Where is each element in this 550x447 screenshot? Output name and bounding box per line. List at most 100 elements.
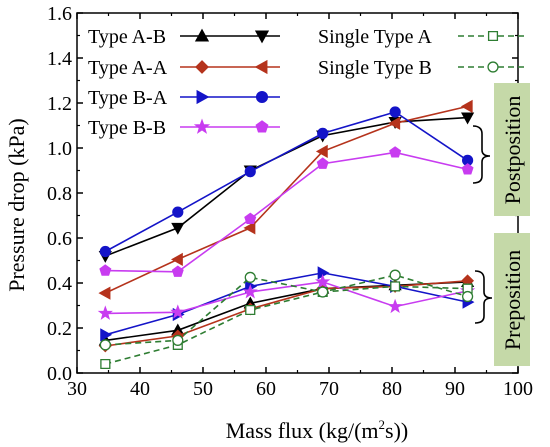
data-point-pentagon	[171, 265, 184, 277]
data-point-circle-open	[317, 286, 329, 298]
legend-marker	[487, 61, 499, 73]
y-tick-label: 1.4	[47, 48, 72, 70]
legend-label: Type B-A	[88, 87, 168, 109]
data-point-triangle-left	[460, 99, 473, 114]
legend-marker	[254, 30, 270, 44]
series-postposition-type-b-b	[99, 146, 474, 277]
series-line	[105, 274, 468, 346]
x-axis-title-tail: s))	[385, 418, 408, 443]
legend-marker	[193, 118, 211, 134]
y-tick-label: 0.4	[47, 273, 72, 295]
series-line	[105, 280, 468, 347]
data-point-triangle-right	[100, 328, 113, 342]
x-axis-title-sup: 2	[379, 417, 386, 432]
series-single-single-type-a	[100, 281, 473, 370]
legend-marker	[487, 30, 499, 42]
y-tick-label: 0.6	[47, 228, 72, 250]
series-line	[105, 151, 468, 273]
data-point-star	[97, 305, 113, 320]
series-preposition-type-b-a	[100, 266, 475, 342]
y-tick-label: 1.2	[47, 93, 72, 115]
legend-item: Type A-B	[88, 26, 280, 48]
legend-item: Single Type A	[318, 26, 528, 48]
data-point-square-open	[462, 283, 473, 294]
data-point-star	[387, 298, 403, 314]
legend-item: Type A-A	[88, 57, 280, 79]
data-point-pentagon	[244, 212, 257, 224]
x-tick-label: 90	[445, 378, 465, 400]
data-point-circle	[172, 206, 184, 218]
preposition-label-box	[494, 233, 530, 366]
data-point-star	[170, 304, 186, 319]
series-line	[105, 272, 468, 336]
data-point-star	[315, 273, 331, 289]
series-layer	[97, 99, 476, 370]
legend-marker	[254, 59, 268, 75]
legend-item: Single Type B	[318, 57, 528, 79]
legend-label: Type A-B	[88, 26, 166, 48]
data-point-circle	[389, 106, 401, 118]
data-point-pentagon	[316, 157, 329, 169]
data-point-star	[242, 283, 258, 299]
preposition-brace	[474, 270, 493, 324]
data-point-pentagon	[389, 146, 402, 158]
x-tick-label: 70	[319, 378, 339, 400]
data-point-pentagon	[99, 264, 112, 276]
data-point-triangle-down	[460, 112, 475, 125]
data-point-square-open	[390, 281, 401, 292]
data-point-triangle-left	[388, 116, 401, 130]
legend-marker	[195, 60, 209, 74]
x-tick-label: 30	[67, 378, 87, 400]
data-point-triangle-down	[171, 222, 185, 235]
data-point-circle	[317, 127, 329, 139]
data-point-pentagon	[461, 163, 474, 175]
annotations: Postposition Preposition	[472, 83, 530, 366]
y-tick-label: 1.6	[47, 3, 72, 25]
legend-label: Type B-B	[88, 117, 166, 139]
legend-marker	[255, 90, 269, 104]
data-point-circle-open	[99, 339, 111, 351]
series-line	[104, 111, 469, 253]
legend-marker	[196, 89, 210, 105]
data-point-circle-open	[389, 269, 401, 281]
legend-item: Type B-B	[88, 117, 280, 139]
legend: Type A-B Type A-A Type B-A Type B-B Single T…	[88, 26, 528, 139]
legend-label: Single Type B	[318, 57, 432, 79]
y-axis-title: Pressure drop (kPa)	[4, 118, 29, 292]
x-tick-label: 100	[503, 378, 533, 400]
x-tick-label: 40	[130, 378, 150, 400]
y-tick-label: 0.2	[47, 318, 72, 340]
data-point-triangle-left	[170, 252, 183, 267]
legend-label: Type A-A	[88, 57, 168, 79]
data-point-circle	[244, 166, 256, 178]
y-tick-label: 0.0	[47, 363, 72, 385]
legend-label: Single Type A	[318, 26, 432, 48]
x-axis-title: Mass flux (kg/(m2s))	[226, 417, 408, 443]
legend-item: Type B-A	[88, 87, 280, 109]
series-line	[105, 281, 468, 315]
postposition-label-box	[494, 83, 530, 216]
y-tick-label: 0.8	[47, 183, 72, 205]
data-point-circle	[99, 245, 111, 258]
postposition-brace	[472, 125, 491, 184]
data-point-square-open	[245, 304, 256, 316]
data-point-circle-open	[172, 334, 184, 346]
legend-marker	[255, 120, 269, 133]
x-axis-title-main: Mass flux (kg/(m	[226, 418, 379, 443]
axes: 30 40 50 60 70 80 90 100 0.0 0.2 0.4 0.6 0.8 1.0 1.2 1.…	[47, 3, 533, 400]
series-single-single-type-b	[99, 269, 474, 351]
y-tick-label: 1.0	[47, 138, 72, 160]
data-point-circle-open	[461, 290, 474, 303]
x-tick-label: 50	[193, 378, 213, 400]
data-point-triangle-left	[243, 221, 256, 235]
legend-marker	[194, 28, 210, 42]
postposition-label: Postposition	[500, 96, 525, 205]
data-point-triangle-left	[315, 144, 328, 159]
preposition-label: Preposition	[500, 250, 525, 350]
series-line	[105, 285, 468, 365]
data-point-triangle-left	[98, 286, 111, 300]
x-tick-label: 80	[382, 378, 402, 400]
x-tick-label: 60	[256, 378, 276, 400]
data-point-square-open	[100, 358, 111, 370]
